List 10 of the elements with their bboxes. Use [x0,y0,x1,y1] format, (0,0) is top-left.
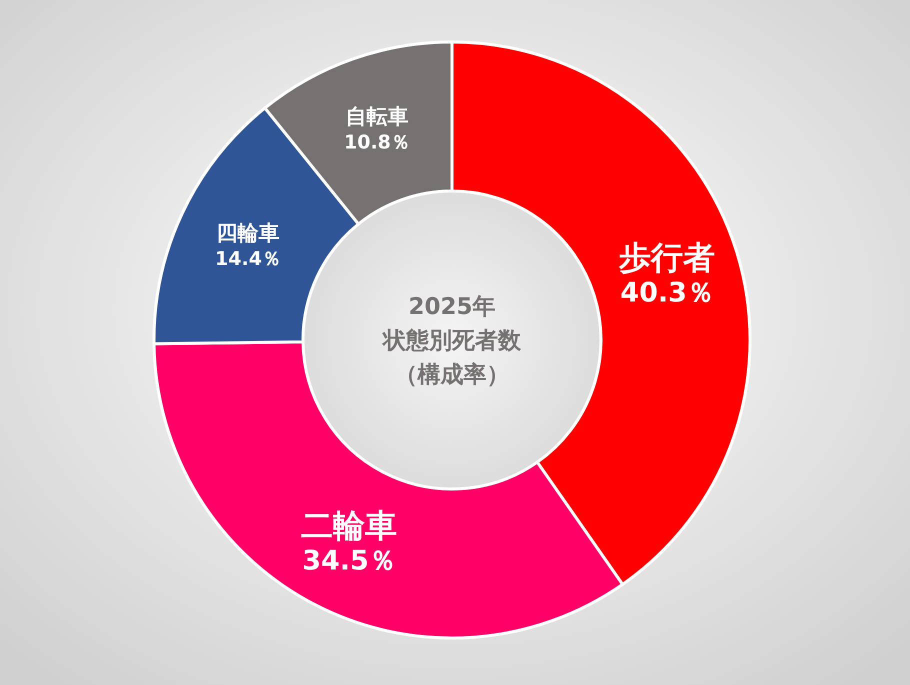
data-label: 10.8％ [344,131,410,154]
slice-label: 四輪車 [216,220,280,245]
text: 2025年状態別死者数 [381,294,522,354]
slice-label: 歩行者 [618,238,716,276]
slice-label: 自転車 [345,104,408,128]
data-label: 14.4％ [215,248,281,270]
text: （構成率） [394,361,510,388]
slice-label: 二輪車 [300,506,397,545]
data-label: 34.5％ [302,546,396,577]
data-label: 40.3％ [620,277,714,308]
